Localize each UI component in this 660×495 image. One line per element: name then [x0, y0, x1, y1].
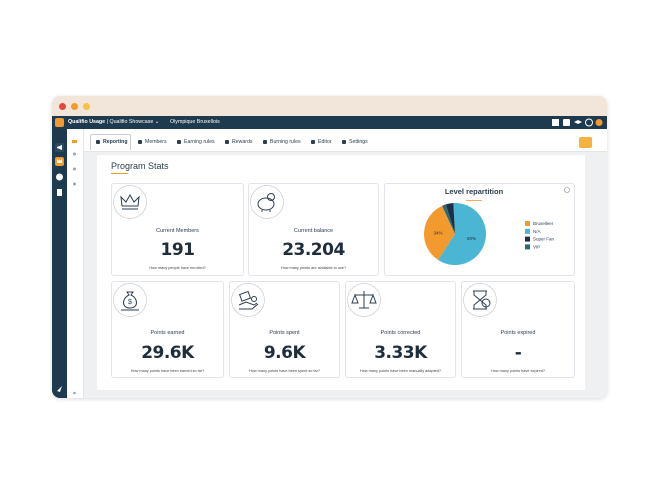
- nav-title[interactable]: Qualifio Usage | Qualifio Showcase ⌄: [68, 119, 160, 125]
- stat-hint: How many points have been spent so far?: [249, 369, 320, 373]
- workspace-name: Qualifio Showcase: [109, 119, 154, 125]
- stat-label: Current Members: [156, 228, 199, 234]
- pie-slice: [424, 205, 455, 260]
- tab-icon: [311, 140, 315, 144]
- active-tab-box: [90, 134, 131, 150]
- sidebar: [52, 129, 67, 398]
- stat-card: Current balance 23.204 How many points are…: [248, 183, 379, 276]
- help-icon[interactable]: [585, 118, 593, 127]
- pie-slice: [438, 203, 486, 265]
- book-icon[interactable]: [563, 119, 570, 126]
- pie-slice: [445, 203, 455, 234]
- stat-card: Points spent 9.6K How many points have bee…: [229, 281, 340, 378]
- nav-bar: [52, 116, 607, 129]
- stat-value: 23.204: [282, 240, 345, 260]
- legend-label: VIP: [533, 244, 540, 249]
- stat-icon: [463, 283, 497, 317]
- stat-value: 29.6K: [141, 343, 194, 363]
- pie-slice: [442, 204, 455, 234]
- stat-icon: [231, 283, 265, 317]
- minimize-dot[interactable]: [71, 103, 78, 110]
- rocket-icon[interactable]: [57, 386, 62, 392]
- slice-label: 60%: [467, 236, 476, 241]
- tab-icon: [96, 140, 100, 144]
- tab[interactable]: Earning rules: [184, 139, 215, 145]
- stat-card: Points expired - How many points have expi…: [461, 281, 575, 378]
- stat-label: Points spent: [269, 330, 300, 336]
- svg-text:$: $: [128, 299, 132, 306]
- separator: |: [106, 119, 108, 125]
- stat-label: Points expired: [500, 330, 536, 336]
- page-title: Program Stats: [111, 161, 169, 171]
- legend-label: Bruxelleer: [533, 221, 554, 226]
- tab[interactable]: Editor: [318, 139, 332, 145]
- stat-card: $ Points earned 29.6K How many points have …: [111, 281, 224, 378]
- sub-nav-icon[interactable]: [73, 391, 76, 395]
- sidebar-icons: [55, 140, 77, 395]
- tab-icon: [138, 140, 142, 144]
- program-name[interactable]: Olympique Bruxellois: [170, 119, 220, 125]
- stat-value: 3.33K: [374, 343, 427, 363]
- stat-label: Points corrected: [380, 330, 421, 336]
- sub-nav-icon[interactable]: [73, 167, 76, 171]
- stat-icon: $: [113, 283, 147, 317]
- tab-icon: [342, 140, 346, 144]
- legend-label: Super Fan: [533, 237, 555, 242]
- legend-swatch: [525, 244, 530, 250]
- logo[interactable]: [55, 118, 64, 127]
- stat-hint: How many points are available to use?: [280, 266, 347, 270]
- cap-icon[interactable]: [574, 120, 582, 124]
- avatar[interactable]: [595, 119, 603, 126]
- nav-icon[interactable]: [57, 189, 62, 196]
- tab[interactable]: Members: [145, 139, 167, 145]
- legend-swatch: [525, 221, 530, 226]
- grid-icon[interactable]: [552, 119, 559, 126]
- maximize-dot[interactable]: [83, 103, 90, 110]
- slice-label: 34%: [433, 230, 442, 235]
- stat-icon: [250, 185, 284, 219]
- tab-icon: [177, 140, 181, 144]
- stat-hint: How many people have enrolled?: [149, 266, 206, 270]
- nav-icon[interactable]: [56, 173, 63, 181]
- stat-label: Points earned: [150, 330, 185, 336]
- tab[interactable]: Rewards: [232, 139, 253, 145]
- sub-nav-icon[interactable]: [72, 140, 77, 143]
- tab[interactable]: Settings: [349, 139, 368, 145]
- sub-sidebar: [67, 129, 84, 398]
- legend-swatch: [525, 228, 530, 234]
- stat-card: Current Members 191 How many people have e…: [111, 183, 244, 276]
- tab-icon: [263, 140, 267, 144]
- stat-hint: How many points have expired?: [490, 369, 546, 373]
- pie-chart: Level repartition 34% 60% Bruxelleer N/A Sup…: [424, 187, 570, 265]
- stat-icon: [347, 283, 381, 317]
- stat-value: -: [514, 343, 522, 363]
- title-bar: [52, 96, 607, 116]
- legend-swatch: [525, 236, 530, 242]
- stat-icon: [113, 185, 147, 219]
- stat-hint: How many points have been manually adapt…: [359, 369, 442, 373]
- chart-title: Level repartition: [445, 187, 504, 196]
- stat-label: Current balance: [293, 228, 334, 234]
- title-underline: [466, 200, 482, 201]
- tab-icon: [225, 140, 229, 144]
- stat-card: Points corrected 3.33K How many points hav…: [345, 281, 456, 378]
- app-name: Qualifio Usage: [68, 119, 106, 125]
- close-dot[interactable]: [59, 103, 66, 110]
- sub-nav-icon[interactable]: [73, 182, 76, 186]
- sub-nav-icon[interactable]: [73, 152, 76, 156]
- tab[interactable]: Burning rules: [270, 139, 301, 145]
- stat-value: 9.6K: [263, 343, 306, 363]
- stat-value: 191: [160, 240, 196, 260]
- tab[interactable]: Reporting: [103, 139, 128, 145]
- action-button[interactable]: [579, 137, 592, 148]
- stat-hint: How many points have been earned so far?: [130, 369, 205, 373]
- legend-label: N/A: [533, 229, 541, 234]
- title-underline: [111, 173, 128, 174]
- nav-icons: [552, 118, 603, 127]
- info-icon[interactable]: [564, 187, 570, 193]
